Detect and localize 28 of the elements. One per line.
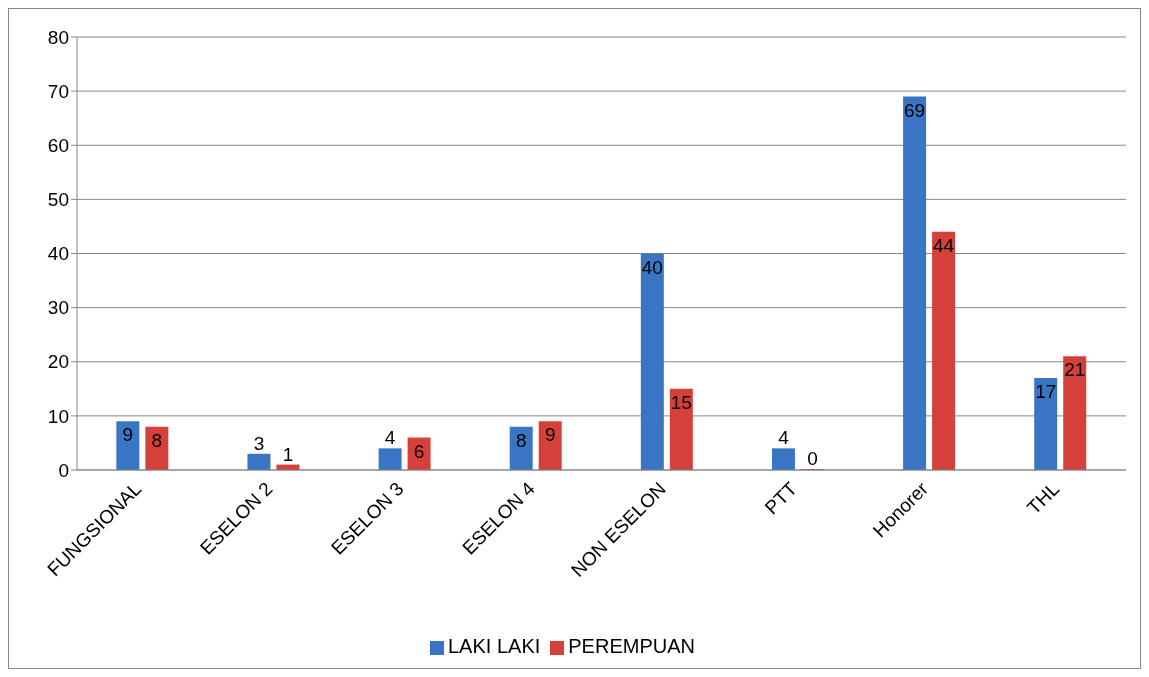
legend-label: LAKI LAKI xyxy=(448,635,541,657)
data-label: 4 xyxy=(384,427,396,449)
data-label: 4 xyxy=(778,427,790,449)
data-label: 1 xyxy=(282,443,294,465)
y-tick-label: 10 xyxy=(47,405,69,427)
data-label: 69 xyxy=(904,99,926,121)
data-label: 44 xyxy=(933,234,955,256)
y-tick-label: 70 xyxy=(47,80,69,102)
y-tick-label: 50 xyxy=(47,189,69,211)
data-label: 9 xyxy=(122,424,134,446)
y-tick-label: 0 xyxy=(58,459,69,481)
data-label: 21 xyxy=(1064,359,1086,381)
legend-label: PEREMPUAN xyxy=(568,635,695,657)
data-label: 8 xyxy=(515,429,527,451)
y-tick-label: 80 xyxy=(47,26,69,48)
data-label: 15 xyxy=(670,391,692,413)
data-label: 9 xyxy=(544,424,556,446)
y-tick-label: 40 xyxy=(47,243,69,265)
y-tick-label: 20 xyxy=(47,351,69,373)
y-tick-label: 60 xyxy=(47,134,69,156)
x-tick-label: THL xyxy=(1023,477,1064,519)
data-label: 8 xyxy=(151,429,163,451)
data-label: 3 xyxy=(253,432,265,454)
data-label: 0 xyxy=(807,448,818,469)
data-label: 40 xyxy=(641,256,663,278)
data-label: 6 xyxy=(413,440,425,462)
data-label: 17 xyxy=(1035,380,1057,402)
y-tick-label: 30 xyxy=(47,297,69,319)
